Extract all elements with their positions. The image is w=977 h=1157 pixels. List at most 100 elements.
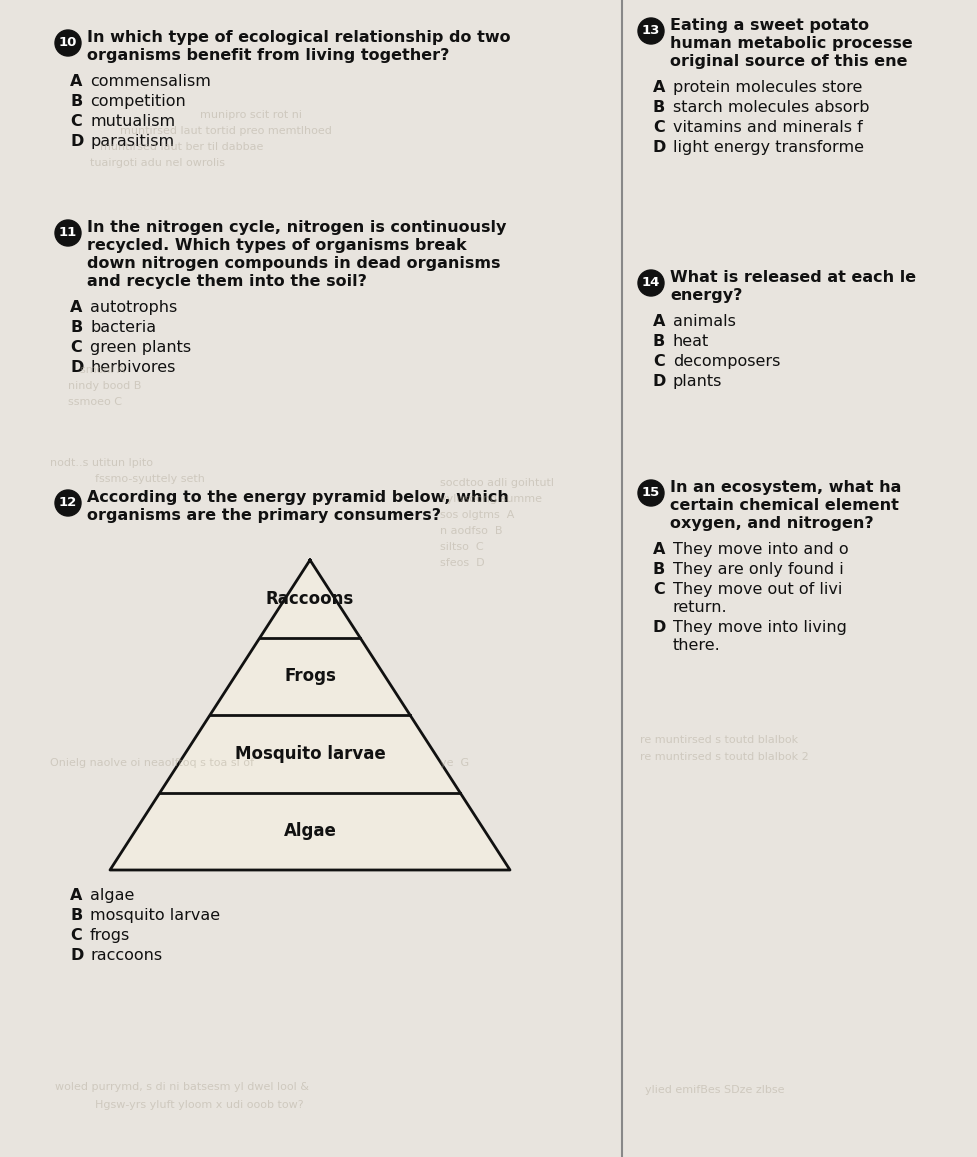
Text: In the nitrogen cycle, nitrogen is continuously: In the nitrogen cycle, nitrogen is conti… — [87, 220, 506, 235]
Text: competition: competition — [90, 94, 186, 109]
Circle shape — [55, 30, 81, 56]
Text: Onielg naolve oi neaolftoq s toa sl of: Onielg naolve oi neaolftoq s toa sl of — [50, 758, 254, 768]
Text: Algae: Algae — [283, 823, 336, 840]
Text: certain chemical element: certain chemical element — [669, 498, 898, 513]
Text: C: C — [70, 928, 82, 943]
Text: B: B — [653, 100, 664, 115]
Circle shape — [637, 480, 663, 506]
Text: there.: there. — [672, 638, 720, 653]
Text: 11: 11 — [59, 227, 77, 239]
Text: down nitrogen compounds in dead organisms: down nitrogen compounds in dead organism… — [87, 256, 500, 271]
Text: Eating a sweet potato: Eating a sweet potato — [669, 19, 869, 34]
Text: nindy bood B: nindy bood B — [68, 381, 142, 391]
Text: C: C — [70, 340, 82, 355]
Text: light energy transforme: light energy transforme — [672, 140, 863, 155]
Text: munipro scit rot ni: munipro scit rot ni — [199, 110, 302, 120]
Text: They move into and o: They move into and o — [672, 541, 848, 557]
Text: tuairgoti adu nel owrolis: tuairgoti adu nel owrolis — [90, 159, 225, 168]
Text: nodt..s utitun lpito: nodt..s utitun lpito — [50, 458, 152, 467]
Circle shape — [55, 491, 81, 516]
Text: original source of this ene: original source of this ene — [669, 54, 907, 69]
Text: sos olgtms  A: sos olgtms A — [440, 510, 514, 519]
Circle shape — [637, 19, 663, 44]
Text: A: A — [70, 889, 82, 902]
Text: In which type of ecological relationship do two: In which type of ecological relationship… — [87, 30, 510, 45]
Text: 10: 10 — [59, 37, 77, 50]
Text: D: D — [70, 360, 83, 375]
Circle shape — [55, 220, 81, 246]
Text: 14: 14 — [641, 277, 659, 289]
Text: B: B — [70, 908, 82, 923]
Text: sfeos  D: sfeos D — [440, 558, 485, 568]
Text: and recycle them into the soil?: and recycle them into the soil? — [87, 274, 366, 289]
Text: energy?: energy? — [669, 288, 742, 303]
Text: C: C — [653, 582, 664, 597]
Text: Frogs: Frogs — [283, 668, 335, 685]
Text: heat: heat — [672, 334, 708, 349]
Text: D: D — [653, 620, 665, 635]
Text: A: A — [653, 541, 664, 557]
Text: animals: animals — [672, 314, 735, 329]
Text: D: D — [653, 140, 665, 155]
Text: ylied emifBes SDze zlbse: ylied emifBes SDze zlbse — [645, 1085, 784, 1095]
Text: organisms benefit from living together?: organisms benefit from living together? — [87, 47, 448, 62]
Text: re muntirsed s toutd blalbok 2: re muntirsed s toutd blalbok 2 — [639, 752, 808, 762]
Text: autotrophs: autotrophs — [90, 300, 177, 315]
Text: They move into living: They move into living — [672, 620, 846, 635]
Text: starch molecules absorb: starch molecules absorb — [672, 100, 869, 115]
Text: n aodfso  B: n aodfso B — [440, 526, 502, 536]
Text: mutualism: mutualism — [90, 115, 175, 128]
Text: C: C — [653, 120, 664, 135]
Text: organisms are the primary consumers?: organisms are the primary consumers? — [87, 508, 441, 523]
Text: B: B — [653, 334, 664, 349]
Text: smonl A: smonl A — [80, 364, 125, 375]
Text: A: A — [653, 80, 664, 95]
Text: oxygen, and nitrogen?: oxygen, and nitrogen? — [669, 516, 872, 531]
Text: commensalism: commensalism — [90, 74, 211, 89]
Text: return.: return. — [672, 600, 727, 616]
Text: muntirsed laut tortid preo memtlhoed: muntirsed laut tortid preo memtlhoed — [120, 126, 331, 137]
Text: recycled. Which types of organisms break: recycled. Which types of organisms break — [87, 238, 466, 253]
Text: woled purrymd, s di ni batsesm yl dwel lool &: woled purrymd, s di ni batsesm yl dwel l… — [55, 1082, 309, 1092]
Text: decomposers: decomposers — [672, 354, 780, 369]
Text: human metabolic processe: human metabolic processe — [669, 36, 912, 51]
Text: ye  G: ye G — [440, 758, 469, 768]
Text: A: A — [653, 314, 664, 329]
Text: re muntirsed s toutd blalbok: re muntirsed s toutd blalbok — [639, 735, 797, 745]
Text: A: A — [70, 300, 82, 315]
Text: plants: plants — [672, 374, 722, 389]
Text: protein molecules store: protein molecules store — [672, 80, 862, 95]
Text: muntirsed laut ber til dabbae: muntirsed laut ber til dabbae — [100, 142, 263, 152]
Text: algae: algae — [90, 889, 134, 902]
Text: vylusoong summe: vylusoong summe — [440, 494, 541, 504]
Text: D: D — [653, 374, 665, 389]
Text: fssmo-syuttely seth: fssmo-syuttely seth — [95, 474, 204, 484]
Text: According to the energy pyramid below, which: According to the energy pyramid below, w… — [87, 491, 508, 504]
Text: D: D — [70, 948, 83, 963]
Text: herbivores: herbivores — [90, 360, 175, 375]
Text: What is released at each le: What is released at each le — [669, 270, 915, 285]
Text: A: A — [70, 74, 82, 89]
Text: They are only found i: They are only found i — [672, 562, 843, 577]
Text: Hgsw-yrs yluft yloom x udi ooob tow?: Hgsw-yrs yluft yloom x udi ooob tow? — [95, 1100, 303, 1110]
Text: green plants: green plants — [90, 340, 191, 355]
Text: 12: 12 — [59, 496, 77, 509]
Polygon shape — [109, 560, 509, 870]
Text: B: B — [70, 94, 82, 109]
Text: In an ecosystem, what ha: In an ecosystem, what ha — [669, 480, 901, 495]
Text: B: B — [653, 562, 664, 577]
Text: 13: 13 — [641, 24, 659, 37]
Text: mosquito larvae: mosquito larvae — [90, 908, 220, 923]
Text: Mosquito larvae: Mosquito larvae — [234, 745, 385, 762]
Text: socdtoo adli goihtutl: socdtoo adli goihtutl — [440, 478, 553, 488]
Text: C: C — [70, 115, 82, 128]
Text: siltso  C: siltso C — [440, 541, 484, 552]
Text: Raccoons: Raccoons — [266, 590, 354, 607]
Text: C: C — [653, 354, 664, 369]
Text: D: D — [70, 134, 83, 149]
Circle shape — [637, 270, 663, 296]
Text: bacteria: bacteria — [90, 320, 156, 336]
Text: raccoons: raccoons — [90, 948, 162, 963]
Text: vitamins and minerals f: vitamins and minerals f — [672, 120, 862, 135]
Text: B: B — [70, 320, 82, 336]
